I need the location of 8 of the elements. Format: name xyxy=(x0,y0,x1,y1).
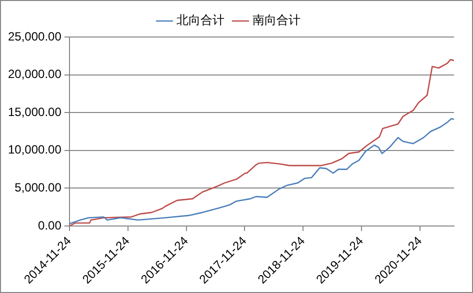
y-tick-label: 5,000.00 xyxy=(14,180,62,195)
y-tick-label: 15,000.00 xyxy=(8,104,62,119)
legend-label: 北向合计 xyxy=(176,13,224,28)
y-tick-label: 25,000.00 xyxy=(8,29,62,44)
y-tick-label: 0.00 xyxy=(38,218,62,232)
y-tick-label: 10,000.00 xyxy=(8,142,62,157)
y-tick-label: 20,000.00 xyxy=(8,67,62,82)
legend-label: 南向合计 xyxy=(252,13,300,28)
